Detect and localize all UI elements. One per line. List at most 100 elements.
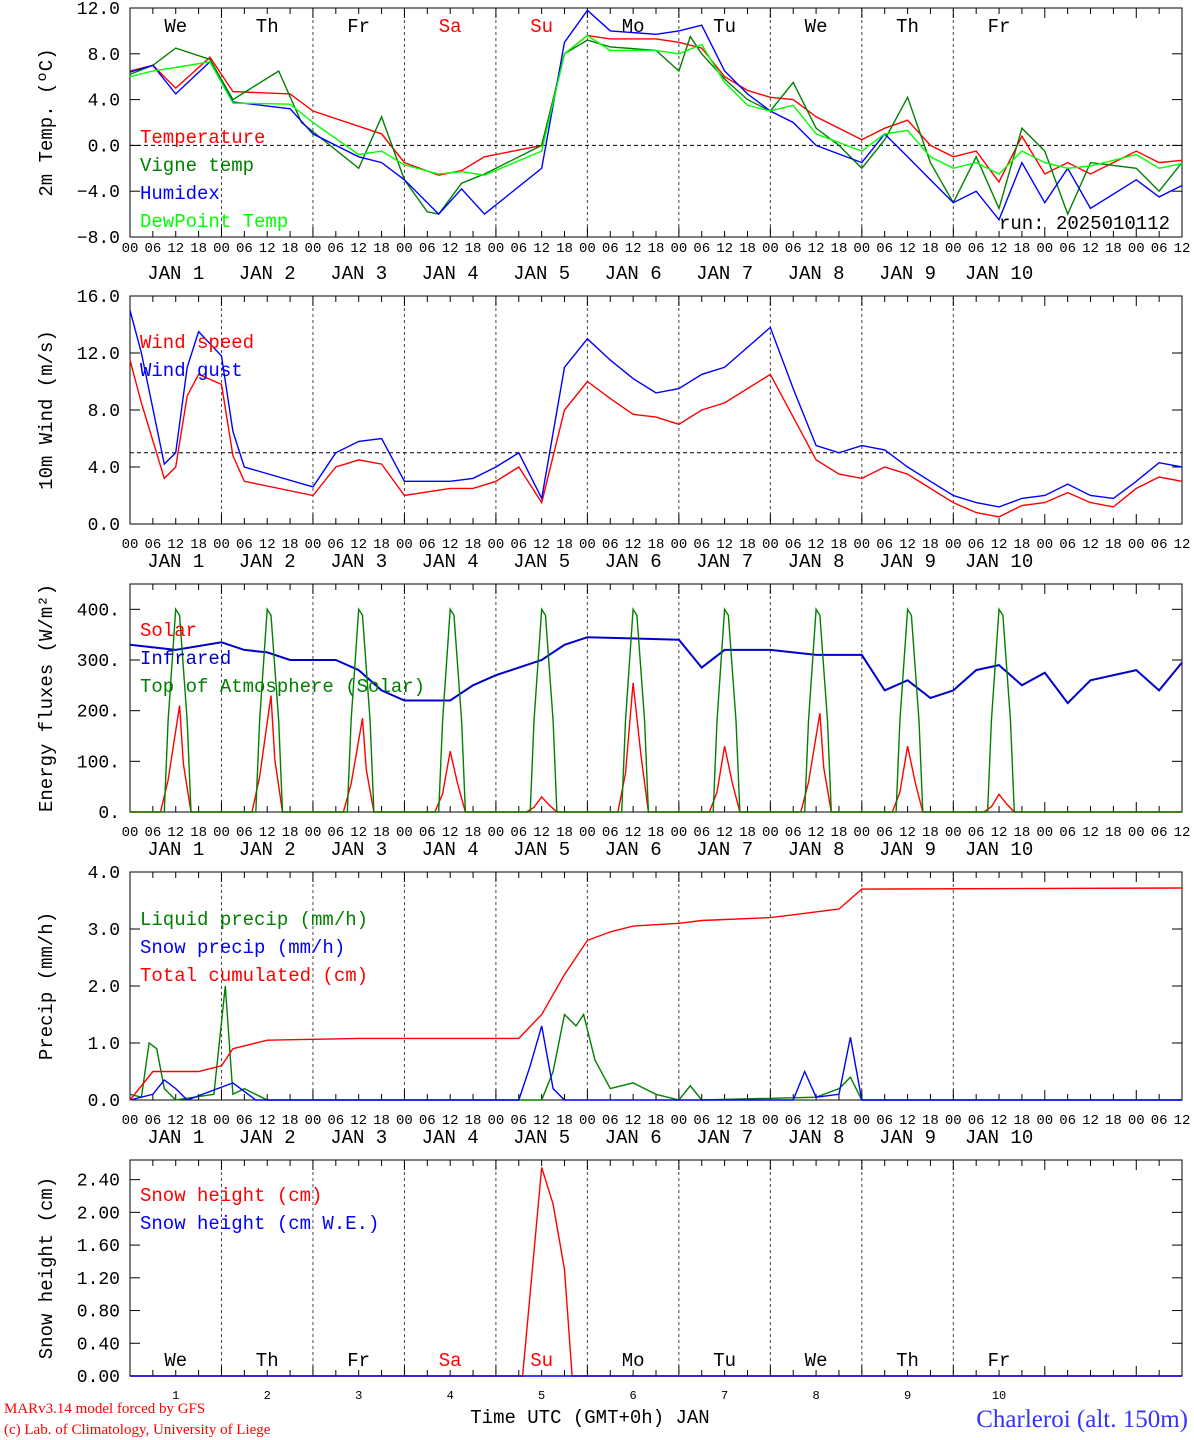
hour-tick-label: 12	[1174, 825, 1191, 841]
day-label: JAN 8	[788, 1127, 845, 1149]
y-tick-label: 0.0	[88, 516, 120, 536]
hour-tick-label: 06	[144, 825, 161, 841]
hour-tick-label: 12	[991, 241, 1008, 257]
hour-tick-label: 12	[259, 1113, 276, 1129]
hour-tick-label: 12	[1174, 537, 1191, 553]
hour-tick-label: 12	[1082, 825, 1099, 841]
legend-entry: Wind speed	[140, 332, 254, 354]
hour-tick-label: 12	[991, 825, 1008, 841]
hour-tick-label: 18	[465, 825, 482, 841]
hour-tick-label: 06	[693, 1113, 710, 1129]
y-tick-label: 0.40	[77, 1335, 120, 1355]
hour-tick-label: 18	[648, 537, 665, 553]
hour-tick-label: 00	[579, 825, 596, 841]
hour-tick-label: 00	[396, 241, 413, 257]
day-label: JAN 7	[696, 263, 753, 285]
hour-tick-label: 06	[785, 241, 802, 257]
y-tick-label: 2.40	[77, 1172, 120, 1192]
hour-tick-label: 12	[350, 241, 367, 257]
day-label: JAN 3	[330, 1127, 387, 1149]
hour-tick-label: 12	[991, 537, 1008, 553]
series-line-wind-gust	[129, 310, 1183, 508]
hour-tick-label: 12	[350, 1113, 367, 1129]
hour-tick-label: 12	[1174, 241, 1191, 257]
y-tick-label: 2.0	[88, 978, 120, 998]
hour-tick-label: 00	[670, 825, 687, 841]
hour-tick-label: 12	[625, 537, 642, 553]
lab-credit: (c) Lab. of Climatology, University of L…	[4, 1422, 271, 1438]
hour-tick-label: 00	[488, 537, 505, 553]
day-label: JAN 5	[513, 551, 570, 573]
hour-tick-label: 18	[1105, 241, 1122, 257]
hour-tick-label: 00	[396, 825, 413, 841]
hour-tick-label: 12	[1174, 1113, 1191, 1129]
hour-tick-label: 00	[853, 537, 870, 553]
hour-tick-label: 06	[1151, 537, 1168, 553]
plot-frame	[129, 7, 1183, 238]
hour-tick-label: 06	[785, 1113, 802, 1129]
day-label: JAN 4	[422, 551, 479, 573]
hour-tick-label: 06	[1059, 825, 1076, 841]
legend-entry: Top of Atmosphere (Solar)	[140, 676, 425, 698]
hour-tick-label: 12	[1082, 1113, 1099, 1129]
hour-tick-label: 00	[122, 825, 139, 841]
y-tick-label: 12.0	[77, 345, 120, 365]
hour-tick-label: 12	[1082, 241, 1099, 257]
hour-tick-label: 12	[167, 537, 184, 553]
hour-tick-label: 06	[327, 1113, 344, 1129]
weekday-label: Fr	[347, 16, 370, 38]
hour-tick-label: 00	[579, 537, 596, 553]
hour-tick-label: 12	[625, 825, 642, 841]
legend-entry: Solar	[140, 620, 197, 642]
legend-entry: Vigne temp	[140, 155, 254, 177]
day-number: 3	[355, 1389, 362, 1403]
hour-tick-label: 00	[213, 537, 230, 553]
hour-tick-label: 00	[396, 1113, 413, 1129]
hour-tick-label: 18	[739, 537, 756, 553]
y-axis-title: Snow height (cm)	[36, 1177, 58, 1359]
weekday-label: We	[164, 1350, 187, 1372]
weekday-label: Tu	[713, 1350, 736, 1372]
hour-tick-label: 12	[808, 241, 825, 257]
hour-tick-label: 06	[693, 241, 710, 257]
hour-tick-label: 06	[510, 825, 527, 841]
hour-tick-label: 12	[625, 1113, 642, 1129]
y-tick-label: 0.0	[88, 137, 120, 157]
y-tick-label: 4.0	[88, 459, 120, 479]
series-line-liquid-precip-mm-h-	[129, 985, 1182, 1101]
hour-tick-label: 00	[1036, 537, 1053, 553]
hour-tick-label: 00	[1128, 825, 1145, 841]
weekday-label: Sa	[439, 16, 462, 38]
day-label: JAN 7	[696, 839, 753, 861]
weekday-label: Th	[256, 16, 279, 38]
legend-entry: Temperature	[140, 127, 265, 149]
legend-entry: Liquid precip (mm/h)	[140, 909, 368, 931]
hour-tick-label: 18	[190, 241, 207, 257]
hour-tick-label: 12	[716, 825, 733, 841]
hour-tick-label: 00	[670, 241, 687, 257]
y-tick-label: 8.0	[88, 402, 120, 422]
hour-tick-label: 18	[373, 241, 390, 257]
hour-tick-label: 06	[693, 537, 710, 553]
day-label: JAN 1	[147, 839, 204, 861]
weekday-label: Th	[256, 1350, 279, 1372]
day-label: JAN 1	[147, 551, 204, 573]
y-axis-title: Precip (mm/h)	[36, 912, 58, 1060]
hour-tick-label: 00	[762, 825, 779, 841]
weekday-label: Fr	[347, 1350, 370, 1372]
day-number: 5	[538, 1389, 545, 1403]
station-name: Charleroi (alt. 150m)	[976, 1406, 1188, 1433]
hour-tick-label: 06	[602, 1113, 619, 1129]
weekday-label: We	[164, 16, 187, 38]
hour-tick-label: 06	[510, 241, 527, 257]
day-number: 4	[447, 1389, 454, 1403]
hour-tick-label: 06	[602, 537, 619, 553]
day-label: JAN 3	[330, 263, 387, 285]
hour-tick-label: 18	[190, 537, 207, 553]
hour-tick-label: 12	[808, 1113, 825, 1129]
hour-tick-label: 12	[716, 1113, 733, 1129]
day-number: 6	[630, 1389, 637, 1403]
day-label: JAN 9	[879, 839, 936, 861]
series-line-solar	[130, 682, 1182, 813]
hour-tick-label: 12	[259, 825, 276, 841]
